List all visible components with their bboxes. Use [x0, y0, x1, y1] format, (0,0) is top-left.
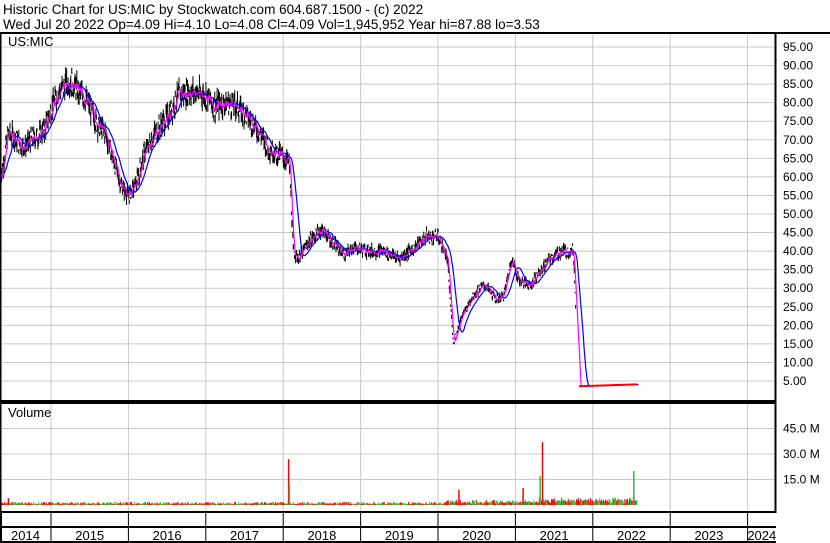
year-label-2018: 2018 — [307, 528, 336, 543]
price-tick-label: 20.00 — [783, 318, 813, 332]
year-label-2017: 2017 — [230, 528, 259, 543]
long-moving-average-line — [1, 84, 639, 387]
recent-price-line — [578, 383, 637, 388]
price-tick-label: 65.00 — [783, 151, 813, 165]
volume-tick-label: 30.0 M — [783, 447, 820, 461]
year-label-2016: 2016 — [153, 528, 182, 543]
quote-line: Wed Jul 20 2022 Op=4.09 Hi=4.10 Lo=4.08 … — [3, 17, 540, 32]
price-tick-label: 95.00 — [783, 40, 813, 54]
year-label-2021: 2021 — [540, 528, 569, 543]
price-tick-label: 80.00 — [783, 96, 813, 110]
price-tick-label: 45.00 — [783, 226, 813, 240]
year-label-2024: 2024 — [747, 528, 776, 543]
volume-tick-label: 45.0 M — [783, 422, 820, 436]
year-label-2014: 2014 — [11, 528, 40, 543]
price-tick-label: 5.00 — [783, 374, 807, 388]
volume-tick-label: 15.0 M — [783, 473, 820, 487]
chart-title: Historic Chart for US:MIC by Stockwatch.… — [3, 2, 424, 17]
year-label-2023: 2023 — [694, 528, 723, 543]
price-tick-label: 55.00 — [783, 188, 813, 202]
price-panel-frame — [0, 32, 777, 402]
price-tick-label: 10.00 — [783, 355, 813, 369]
volume-label: Volume — [8, 405, 51, 420]
symbol-label: US:MIC — [8, 34, 54, 49]
short-moving-average-line — [0, 81, 637, 387]
year-label-2020: 2020 — [462, 528, 491, 543]
price-tick-label: 15.00 — [783, 337, 813, 351]
volume-panel-frame — [0, 402, 777, 513]
price-tick-label: 25.00 — [783, 300, 813, 314]
year-label-2022: 2022 — [617, 528, 646, 543]
price-tick-label: 75.00 — [783, 114, 813, 128]
year-label-2015: 2015 — [75, 528, 104, 543]
price-tick-label: 90.00 — [783, 59, 813, 73]
price-tick-label: 35.00 — [783, 263, 813, 277]
price-tick-label: 40.00 — [783, 244, 813, 258]
price-tick-label: 70.00 — [783, 133, 813, 147]
price-tick-label: 30.00 — [783, 281, 813, 295]
price-tick-label: 85.00 — [783, 77, 813, 91]
year-label-2019: 2019 — [385, 528, 414, 543]
price-tick-label: 50.00 — [783, 207, 813, 221]
price-tick-label: 60.00 — [783, 170, 813, 184]
